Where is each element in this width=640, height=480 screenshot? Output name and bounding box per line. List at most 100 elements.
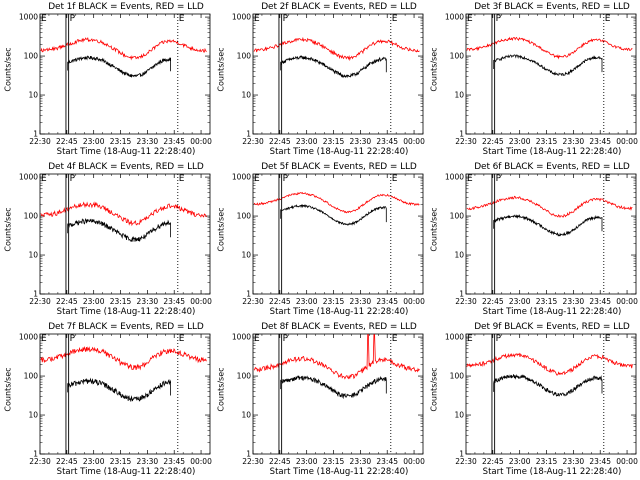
time-marker-label: P — [496, 174, 502, 184]
time-marker-label: P — [496, 14, 502, 24]
y-tick-label: 1 — [33, 290, 38, 299]
x-tick-label: 23:15 — [536, 297, 558, 306]
events-series-line — [493, 214, 603, 237]
detector-panel: Det 2f BLACK = Events, RED = LLD Counts/s… — [213, 0, 426, 160]
plot-frame — [252, 333, 424, 455]
time-marker-label: E — [41, 334, 47, 344]
detector-panel: Det 6f BLACK = Events, RED = LLD Counts/s… — [426, 160, 639, 320]
y-tick-label: 10 — [241, 91, 251, 100]
x-tick-label: 23:45 — [376, 137, 398, 146]
plot-area: 1 10 100 1000 22:30 22:45 23:00 23:15 23:30 23:45… — [445, 173, 638, 306]
x-tick-label: 22:30 — [455, 457, 477, 466]
x-axis-label: Start Time (18-Aug-11 22:28:40) — [56, 467, 196, 477]
plot-frame — [465, 333, 637, 455]
plot-frame — [39, 173, 211, 295]
x-tick-label: 23:45 — [589, 137, 611, 146]
y-tick-label: 10 — [454, 251, 464, 260]
x-tick-label: 00:00 — [190, 297, 212, 306]
detector-panel: Det 7f BLACK = Events, RED = LLD Counts/s… — [0, 320, 213, 480]
panel-title: Det 6f BLACK = Events, RED = LLD — [474, 162, 630, 172]
time-marker-label: E — [179, 334, 185, 344]
x-tick-label: 23:15 — [110, 297, 132, 306]
x-tick-label: 23:00 — [296, 297, 318, 306]
y-tick-label: 100 — [450, 372, 465, 381]
x-tick-label: 23:30 — [350, 137, 372, 146]
events-series-line — [493, 373, 603, 397]
time-marker-label: E — [605, 334, 611, 344]
y-tick-label: 1 — [459, 130, 464, 139]
x-tick-label: 22:45 — [482, 137, 504, 146]
events-series-line — [280, 204, 387, 226]
x-tick-label: 23:45 — [163, 137, 185, 146]
x-axis-label: Start Time (18-Aug-11 22:28:40) — [482, 147, 622, 157]
y-tick-label: 1000 — [232, 13, 251, 22]
time-marker-label: E — [254, 174, 260, 184]
plot-area: 1 10 100 1000 22:30 22:45 23:00 23:15 23:30 23:45… — [19, 13, 212, 146]
panel-title: Det 3f BLACK = Events, RED = LLD — [474, 2, 630, 12]
x-tick-label: 22:30 — [242, 457, 264, 466]
x-axis-label: Start Time (18-Aug-11 22:28:40) — [56, 147, 196, 157]
time-marker-label: E — [605, 14, 611, 24]
plot-area: 1 10 100 1000 22:30 22:45 23:00 23:15 23:30 23:45… — [232, 13, 425, 146]
x-tick-label: 22:45 — [482, 457, 504, 466]
y-tick-label: 1 — [459, 290, 464, 299]
x-tick-label: 23:15 — [110, 137, 132, 146]
time-marker-label: E — [179, 174, 185, 184]
x-tick-label: 23:30 — [137, 457, 159, 466]
x-tick-label: 00:00 — [616, 297, 638, 306]
x-tick-label: 23:45 — [376, 457, 398, 466]
plot-frame — [39, 333, 211, 455]
time-marker-label: E — [41, 174, 47, 184]
x-tick-label: 22:30 — [29, 297, 51, 306]
x-tick-label: 23:15 — [536, 457, 558, 466]
panel-title: Det 4f BLACK = Events, RED = LLD — [48, 162, 204, 172]
plot-area: 1 10 100 1000 22:30 22:45 23:00 23:15 23:30 23:45… — [445, 13, 638, 146]
y-tick-label: 10 — [454, 91, 464, 100]
detector-panel: Det 4f BLACK = Events, RED = LLD Counts/s… — [0, 160, 213, 320]
x-tick-label: 23:45 — [163, 297, 185, 306]
time-marker-label: E — [254, 334, 260, 344]
y-tick-label: 100 — [450, 212, 465, 221]
events-series-line — [493, 54, 603, 77]
y-tick-label: 1 — [33, 450, 38, 459]
y-tick-label: 100 — [24, 52, 39, 61]
x-tick-label: 23:15 — [323, 297, 345, 306]
detector-panel: Det 9f BLACK = Events, RED = LLD Counts/s… — [426, 320, 639, 480]
x-tick-label: 23:00 — [83, 457, 105, 466]
y-tick-label: 100 — [237, 372, 252, 381]
time-marker-label: E — [41, 14, 47, 24]
time-marker-label: P — [283, 334, 289, 344]
x-tick-label: 23:30 — [137, 297, 159, 306]
detector-panel: Det 8f BLACK = Events, RED = LLD Counts/s… — [213, 320, 426, 480]
time-marker-label: E — [392, 334, 398, 344]
x-tick-label: 22:45 — [56, 137, 78, 146]
time-marker-label: P — [70, 334, 76, 344]
plot-frame — [465, 13, 637, 135]
events-series-line — [280, 375, 387, 400]
x-tick-label: 22:30 — [455, 137, 477, 146]
plot-frame — [252, 173, 424, 295]
x-tick-label: 23:45 — [163, 457, 185, 466]
y-tick-label: 1000 — [19, 173, 38, 182]
time-marker-label: E — [254, 14, 260, 24]
time-marker-label: E — [467, 14, 473, 24]
x-tick-label: 23:00 — [509, 297, 531, 306]
y-tick-label: 100 — [24, 212, 39, 221]
x-tick-label: 23:30 — [563, 137, 585, 146]
y-tick-label: 10 — [241, 411, 251, 420]
x-tick-label: 23:15 — [323, 457, 345, 466]
x-tick-label: 00:00 — [403, 297, 425, 306]
y-tick-label: 1000 — [19, 13, 38, 22]
y-tick-label: 1 — [246, 130, 251, 139]
x-tick-label: 23:30 — [350, 457, 372, 466]
panel-title: Det 5f BLACK = Events, RED = LLD — [261, 162, 417, 172]
time-marker-label: E — [467, 174, 473, 184]
time-marker-label: E — [392, 14, 398, 24]
x-tick-label: 22:30 — [455, 297, 477, 306]
x-tick-label: 23:45 — [589, 457, 611, 466]
y-tick-label: 1 — [246, 450, 251, 459]
plot-frame — [252, 13, 424, 135]
x-tick-label: 23:30 — [563, 457, 585, 466]
x-tick-label: 23:15 — [110, 457, 132, 466]
